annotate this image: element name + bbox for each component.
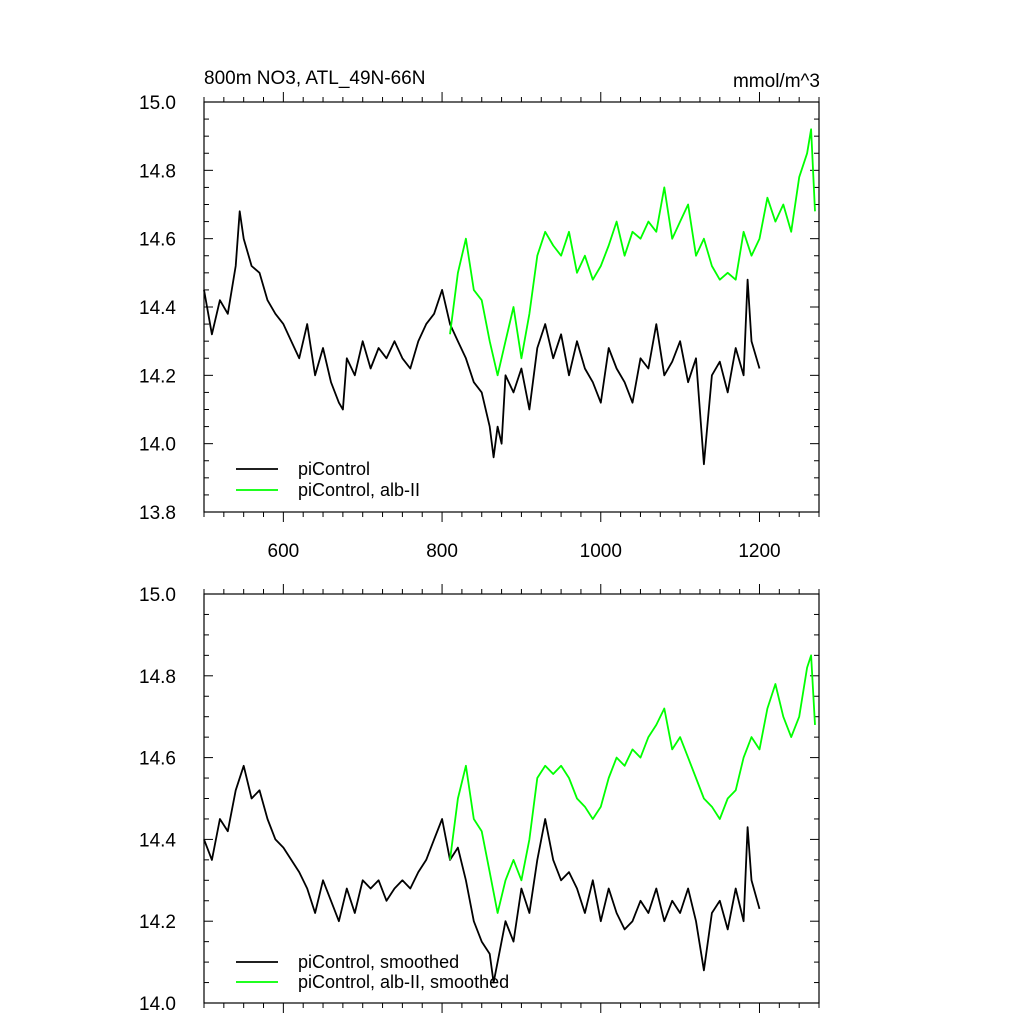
y-tick-label: 14.0 bbox=[139, 994, 176, 1015]
y-tick-label: 15.0 bbox=[139, 585, 176, 606]
x-tick-label: 1200 bbox=[738, 541, 780, 562]
y-tick-label: 15.0 bbox=[139, 93, 176, 114]
x-tick-label: 1000 bbox=[580, 541, 622, 562]
bottom-panel: 14.0 14.2 14.4 14.6 14.8 15.0 piControl, smoo… bbox=[139, 584, 820, 1015]
top-panel-legend: piControl piControl, alb-II bbox=[236, 459, 420, 500]
bottom-panel-legend: piControl, smoothed piControl, alb-II, s… bbox=[236, 952, 509, 992]
bottom-panel-axes: 14.0 14.2 14.4 14.6 14.8 15.0 bbox=[139, 584, 820, 1015]
y-tick-label: 14.4 bbox=[139, 830, 176, 851]
y-tick-label: 14.0 bbox=[139, 435, 176, 456]
legend-label-picontrol-alb-ii-smoothed: piControl, alb-II, smoothed bbox=[298, 972, 509, 992]
top-panel-series bbox=[203, 128, 816, 466]
picontrol-alb-ii-line bbox=[449, 128, 816, 377]
picontrol-alb-ii-smoothed-line bbox=[449, 654, 816, 914]
legend-label-picontrol-alb-ii: piControl, alb-II bbox=[298, 480, 420, 500]
y-tick-label: 14.6 bbox=[139, 230, 176, 251]
x-tick-label: 600 bbox=[268, 541, 300, 562]
chart-title: 800m NO3, ATL_49N-66N bbox=[204, 68, 425, 89]
y-tick-label: 13.8 bbox=[139, 503, 176, 524]
bottom-panel-series bbox=[203, 654, 816, 984]
y-tick-label: 14.6 bbox=[139, 749, 176, 770]
top-panel-axes: 13.8 14.0 14.2 14.4 14.6 14.8 15.0 600 800 1000 12… bbox=[139, 92, 820, 562]
top-panel: 800m NO3, ATL_49N-66N mmol/m^3 13.814.01… bbox=[139, 68, 820, 562]
x-tick-label: 800 bbox=[426, 541, 458, 562]
plot-frame bbox=[203, 101, 820, 513]
picontrol-line bbox=[203, 210, 761, 466]
y-tick-label: 14.2 bbox=[139, 366, 176, 387]
legend-label-picontrol: piControl bbox=[298, 459, 370, 479]
units-label: mmol/m^3 bbox=[733, 71, 820, 92]
y-tick-label: 14.8 bbox=[139, 161, 176, 182]
legend-label-picontrol-smoothed: piControl, smoothed bbox=[298, 952, 459, 972]
y-tick-label: 14.2 bbox=[139, 912, 176, 933]
y-tick-label: 14.4 bbox=[139, 298, 176, 319]
picontrol-smoothed-line bbox=[203, 764, 761, 984]
y-tick-label: 14.8 bbox=[139, 667, 176, 688]
